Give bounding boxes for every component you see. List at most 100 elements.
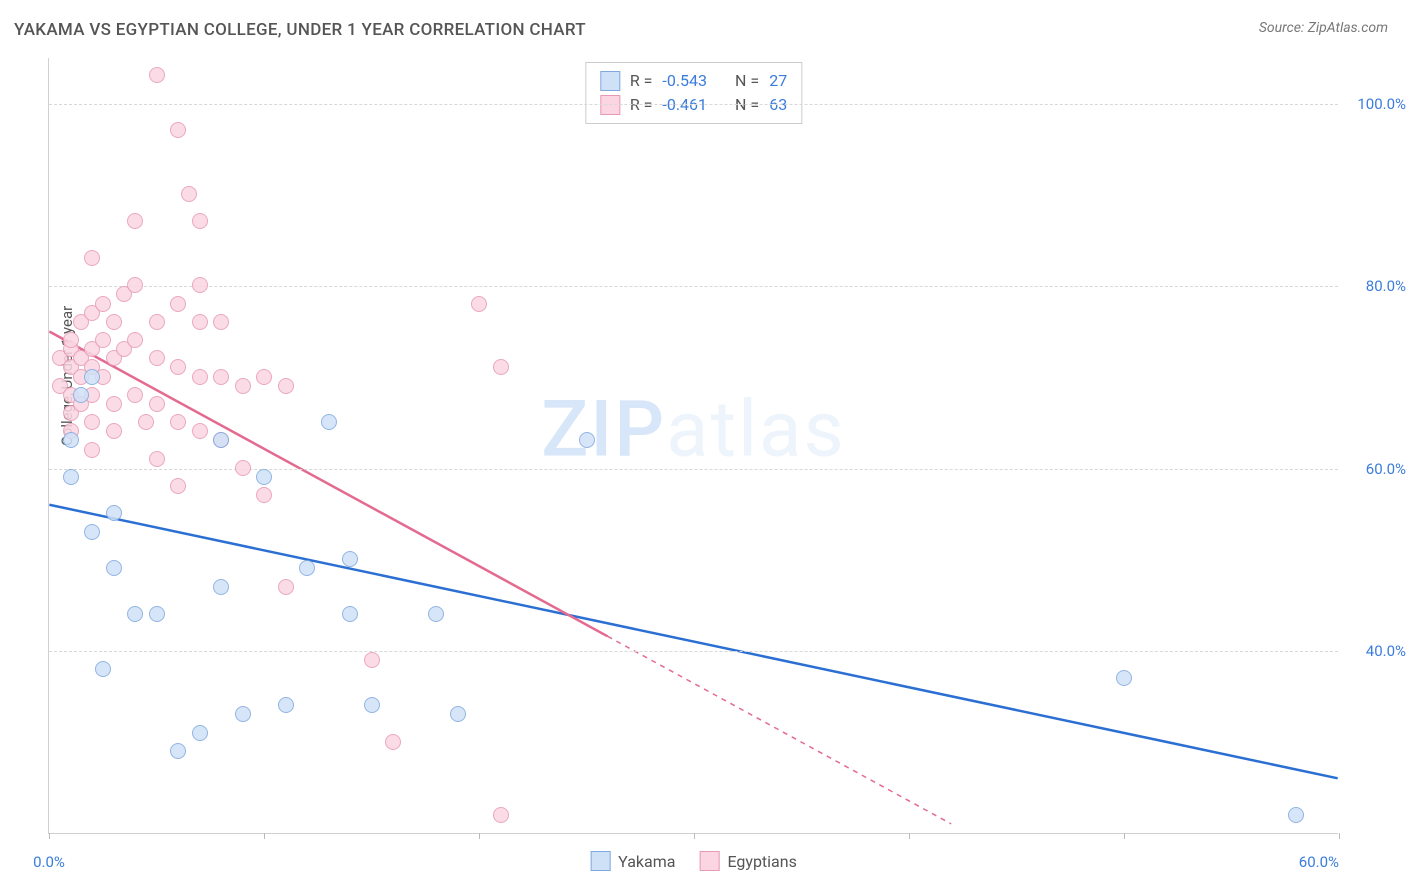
scatter-point bbox=[471, 296, 487, 312]
scatter-point bbox=[364, 652, 380, 668]
scatter-point bbox=[235, 460, 251, 476]
x-tick bbox=[1339, 833, 1340, 839]
scatter-point bbox=[127, 213, 143, 229]
x-tick-label: 60.0% bbox=[1299, 853, 1339, 871]
scatter-point bbox=[181, 186, 197, 202]
legend-label-yakama: Yakama bbox=[618, 852, 675, 871]
y-tick-label: 100.0% bbox=[1357, 95, 1406, 113]
scatter-point bbox=[192, 725, 208, 741]
scatter-point bbox=[149, 451, 165, 467]
scatter-point bbox=[579, 432, 595, 448]
scatter-point bbox=[127, 277, 143, 293]
n-label: N = bbox=[735, 69, 759, 93]
scatter-point bbox=[299, 560, 315, 576]
scatter-point bbox=[149, 67, 165, 83]
swatch-egyptians bbox=[600, 95, 620, 115]
regression-line bbox=[49, 505, 1337, 779]
scatter-point bbox=[127, 387, 143, 403]
n-value-yakama: 27 bbox=[769, 69, 787, 93]
gridline bbox=[49, 286, 1338, 287]
x-tick bbox=[264, 833, 265, 839]
legend-item-egyptians: Egyptians bbox=[699, 851, 796, 871]
stats-row-yakama: R = -0.543 N = 27 bbox=[600, 69, 787, 93]
r-value-yakama: -0.543 bbox=[662, 69, 707, 93]
scatter-point bbox=[170, 359, 186, 375]
scatter-point bbox=[235, 378, 251, 394]
regression-line-dashed bbox=[608, 636, 952, 824]
scatter-point bbox=[256, 469, 272, 485]
stats-legend: R = -0.543 N = 27 R = -0.461 N = 63 bbox=[585, 62, 802, 124]
x-tick-label: 0.0% bbox=[33, 853, 65, 871]
scatter-point bbox=[256, 487, 272, 503]
scatter-point bbox=[84, 414, 100, 430]
series-legend: Yakama Egyptians bbox=[590, 851, 797, 871]
scatter-point bbox=[428, 606, 444, 622]
scatter-point bbox=[170, 122, 186, 138]
stats-row-egyptians: R = -0.461 N = 63 bbox=[600, 93, 787, 117]
scatter-point bbox=[235, 706, 251, 722]
scatter-point bbox=[192, 369, 208, 385]
r-value-egyptians: -0.461 bbox=[662, 93, 707, 117]
chart-container: YAKAMA VS EGYPTIAN COLLEGE, UNDER 1 YEAR… bbox=[0, 0, 1406, 892]
scatter-point bbox=[450, 706, 466, 722]
scatter-point bbox=[84, 442, 100, 458]
scatter-point bbox=[213, 579, 229, 595]
scatter-point bbox=[192, 213, 208, 229]
scatter-point bbox=[192, 314, 208, 330]
scatter-point bbox=[170, 296, 186, 312]
scatter-point bbox=[170, 414, 186, 430]
r-label: R = bbox=[630, 93, 653, 117]
scatter-point bbox=[385, 734, 401, 750]
scatter-point bbox=[170, 743, 186, 759]
x-tick bbox=[694, 833, 695, 839]
legend-swatch-egyptians bbox=[699, 851, 719, 871]
scatter-point bbox=[95, 661, 111, 677]
scatter-point bbox=[95, 332, 111, 348]
scatter-point bbox=[321, 414, 337, 430]
scatter-point bbox=[278, 378, 294, 394]
scatter-point bbox=[278, 579, 294, 595]
scatter-point bbox=[149, 350, 165, 366]
legend-swatch-yakama bbox=[590, 851, 610, 871]
swatch-yakama bbox=[600, 71, 620, 91]
scatter-point bbox=[149, 606, 165, 622]
scatter-point bbox=[84, 250, 100, 266]
scatter-point bbox=[84, 369, 100, 385]
scatter-point bbox=[63, 469, 79, 485]
scatter-point bbox=[63, 332, 79, 348]
scatter-point bbox=[106, 423, 122, 439]
source-name: ZipAtlas.com bbox=[1308, 20, 1388, 36]
x-tick bbox=[1124, 833, 1125, 839]
y-tick-label: 60.0% bbox=[1366, 460, 1406, 478]
scatter-point bbox=[342, 606, 358, 622]
scatter-point bbox=[127, 332, 143, 348]
y-tick-label: 80.0% bbox=[1366, 277, 1406, 295]
scatter-point bbox=[170, 478, 186, 494]
gridline bbox=[49, 651, 1338, 652]
scatter-point bbox=[213, 432, 229, 448]
scatter-point bbox=[73, 387, 89, 403]
scatter-point bbox=[149, 396, 165, 412]
legend-label-egyptians: Egyptians bbox=[727, 852, 796, 871]
scatter-point bbox=[1116, 670, 1132, 686]
gridline bbox=[49, 104, 1338, 105]
r-label: R = bbox=[630, 69, 653, 93]
chart-title: YAKAMA VS EGYPTIAN COLLEGE, UNDER 1 YEAR… bbox=[14, 20, 586, 40]
n-label: N = bbox=[735, 93, 759, 117]
scatter-point bbox=[192, 423, 208, 439]
scatter-point bbox=[63, 432, 79, 448]
scatter-point bbox=[95, 296, 111, 312]
regression-line bbox=[49, 332, 607, 637]
scatter-point bbox=[106, 314, 122, 330]
scatter-point bbox=[106, 560, 122, 576]
scatter-point bbox=[84, 524, 100, 540]
source-label: Source: bbox=[1259, 20, 1308, 36]
scatter-point bbox=[342, 551, 358, 567]
scatter-point bbox=[493, 359, 509, 375]
scatter-point bbox=[213, 314, 229, 330]
scatter-point bbox=[256, 369, 272, 385]
scatter-point bbox=[213, 369, 229, 385]
n-value-egyptians: 63 bbox=[769, 93, 787, 117]
plot-area: College, Under 1 year ZIPatlas R = -0.54… bbox=[48, 58, 1338, 834]
legend-item-yakama: Yakama bbox=[590, 851, 675, 871]
